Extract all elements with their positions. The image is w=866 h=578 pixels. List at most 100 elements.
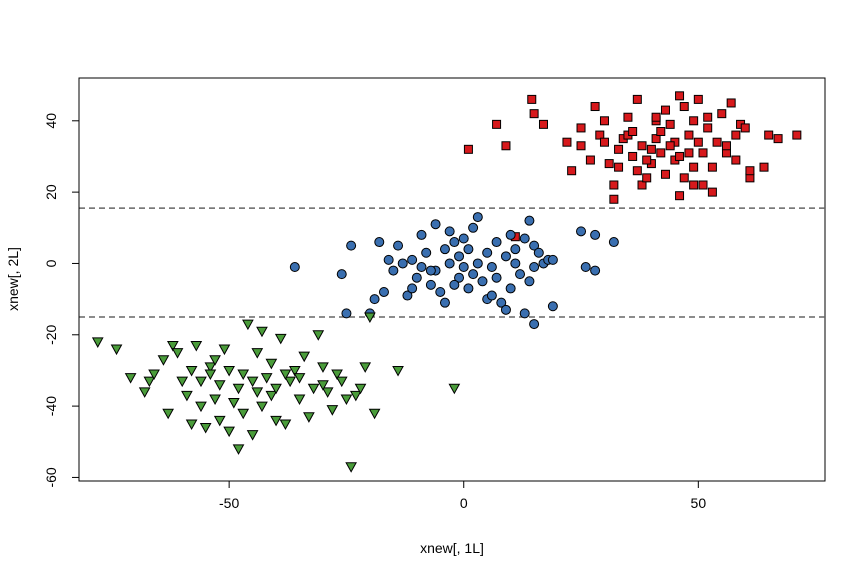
point-circle-64	[590, 229, 601, 240]
point-circle-33	[468, 222, 479, 233]
point-square-35	[660, 169, 670, 179]
point-square-30	[651, 134, 661, 144]
point-square-10	[585, 155, 595, 165]
point-triangle-down-54	[251, 387, 264, 398]
point-square-58	[731, 130, 741, 140]
point-triangle-down-9	[176, 376, 189, 388]
point-circle-49	[515, 269, 526, 280]
point-triangle-down-1	[110, 344, 123, 356]
point-circle-47	[510, 258, 521, 269]
point-triangle-down-0	[91, 337, 104, 348]
point-circle-43	[500, 251, 511, 262]
point-square-33	[656, 148, 666, 158]
point-square-4	[463, 144, 473, 154]
point-square-12	[595, 130, 605, 140]
point-square-77	[721, 141, 731, 151]
point-triangle-down-21	[232, 444, 245, 455]
point-square-61	[740, 123, 750, 133]
point-square-24	[632, 94, 642, 104]
point-square-68	[651, 112, 661, 122]
point-square-27	[642, 173, 652, 183]
point-circle-6	[378, 286, 389, 297]
point-circle-71	[425, 265, 436, 276]
point-square-23	[632, 166, 642, 176]
point-circle-31	[463, 283, 474, 294]
point-triangle-down-67	[317, 380, 329, 391]
point-square-67	[792, 130, 802, 140]
point-triangle-down-43	[335, 376, 348, 388]
point-triangle-down-24	[246, 430, 259, 441]
point-square-73	[576, 123, 586, 133]
point-circle-16	[421, 247, 432, 258]
point-square-47	[693, 94, 703, 104]
point-circle-5	[374, 237, 385, 248]
point-triangle-down-55	[265, 358, 278, 370]
point-circle-44	[500, 304, 511, 315]
point-triangle-down-65	[213, 415, 226, 427]
point-circle-66	[608, 237, 619, 248]
point-circle-11	[402, 290, 413, 301]
point-triangle-down-14	[199, 423, 212, 434]
point-circle-48	[510, 244, 521, 255]
point-triangle-down-42	[331, 369, 343, 381]
point-square-13	[599, 116, 609, 126]
point-triangle-down-28	[265, 390, 278, 402]
point-square-26	[637, 180, 647, 190]
point-circle-40	[491, 237, 502, 248]
point-triangle-down-29	[270, 383, 282, 395]
x-axis: -50 0 50	[219, 480, 707, 511]
data-points	[91, 91, 802, 473]
point-circle-25	[449, 237, 460, 248]
point-triangle-down-35	[298, 351, 311, 363]
point-square-71	[628, 126, 638, 136]
point-circle-13	[411, 272, 422, 283]
point-square-51	[703, 123, 713, 133]
point-circle-2	[341, 308, 352, 319]
point-triangle-down-47	[354, 383, 367, 395]
point-circle-53	[524, 215, 535, 226]
point-square-22	[628, 151, 638, 161]
point-circle-56	[529, 262, 540, 273]
point-triangle-down-51	[392, 365, 404, 377]
point-square-70	[642, 155, 652, 165]
point-triangle-down-56	[279, 369, 292, 381]
point-square-16	[609, 180, 619, 190]
point-triangle-down-39	[317, 362, 329, 373]
point-square-64	[759, 162, 769, 172]
point-circle-15	[416, 262, 427, 273]
point-square-5	[501, 141, 511, 151]
point-circle-61	[547, 301, 558, 312]
point-circle-35	[472, 212, 483, 223]
point-triangle-down-50	[368, 408, 381, 420]
y-axis: -60 -40 -20 0 20 40	[43, 113, 80, 488]
point-square-9	[576, 141, 586, 151]
y-tick-label-1: -40	[43, 396, 59, 416]
point-square-44	[684, 148, 694, 158]
point-circle-69	[486, 290, 497, 301]
point-triangle-down-27	[260, 373, 273, 384]
point-square-41	[679, 102, 689, 112]
point-circle-45	[505, 229, 516, 240]
point-circle-3	[346, 240, 357, 251]
point-triangle-down-18	[218, 344, 231, 356]
point-triangle-down-6	[162, 408, 174, 420]
point-circle-22	[439, 297, 450, 308]
point-square-0	[527, 94, 537, 104]
y-tick-label-0: -60	[43, 467, 59, 487]
point-triangle-down-25	[251, 348, 264, 359]
point-square-50	[698, 180, 708, 190]
point-circle-23	[444, 226, 455, 237]
point-circle-63	[580, 262, 591, 273]
x-tick-label-2: 50	[691, 495, 707, 511]
point-circle-9	[393, 240, 404, 251]
point-circle-62	[576, 226, 587, 237]
point-circle-60	[547, 254, 558, 265]
point-circle-37	[482, 247, 493, 258]
point-square-75	[675, 151, 685, 161]
point-triangle-down-60	[232, 383, 245, 395]
point-triangle-down-69	[204, 369, 217, 381]
point-triangle-down-61	[246, 376, 259, 388]
point-circle-21	[439, 244, 450, 255]
point-circle-30	[463, 244, 474, 255]
point-square-74	[599, 137, 609, 147]
